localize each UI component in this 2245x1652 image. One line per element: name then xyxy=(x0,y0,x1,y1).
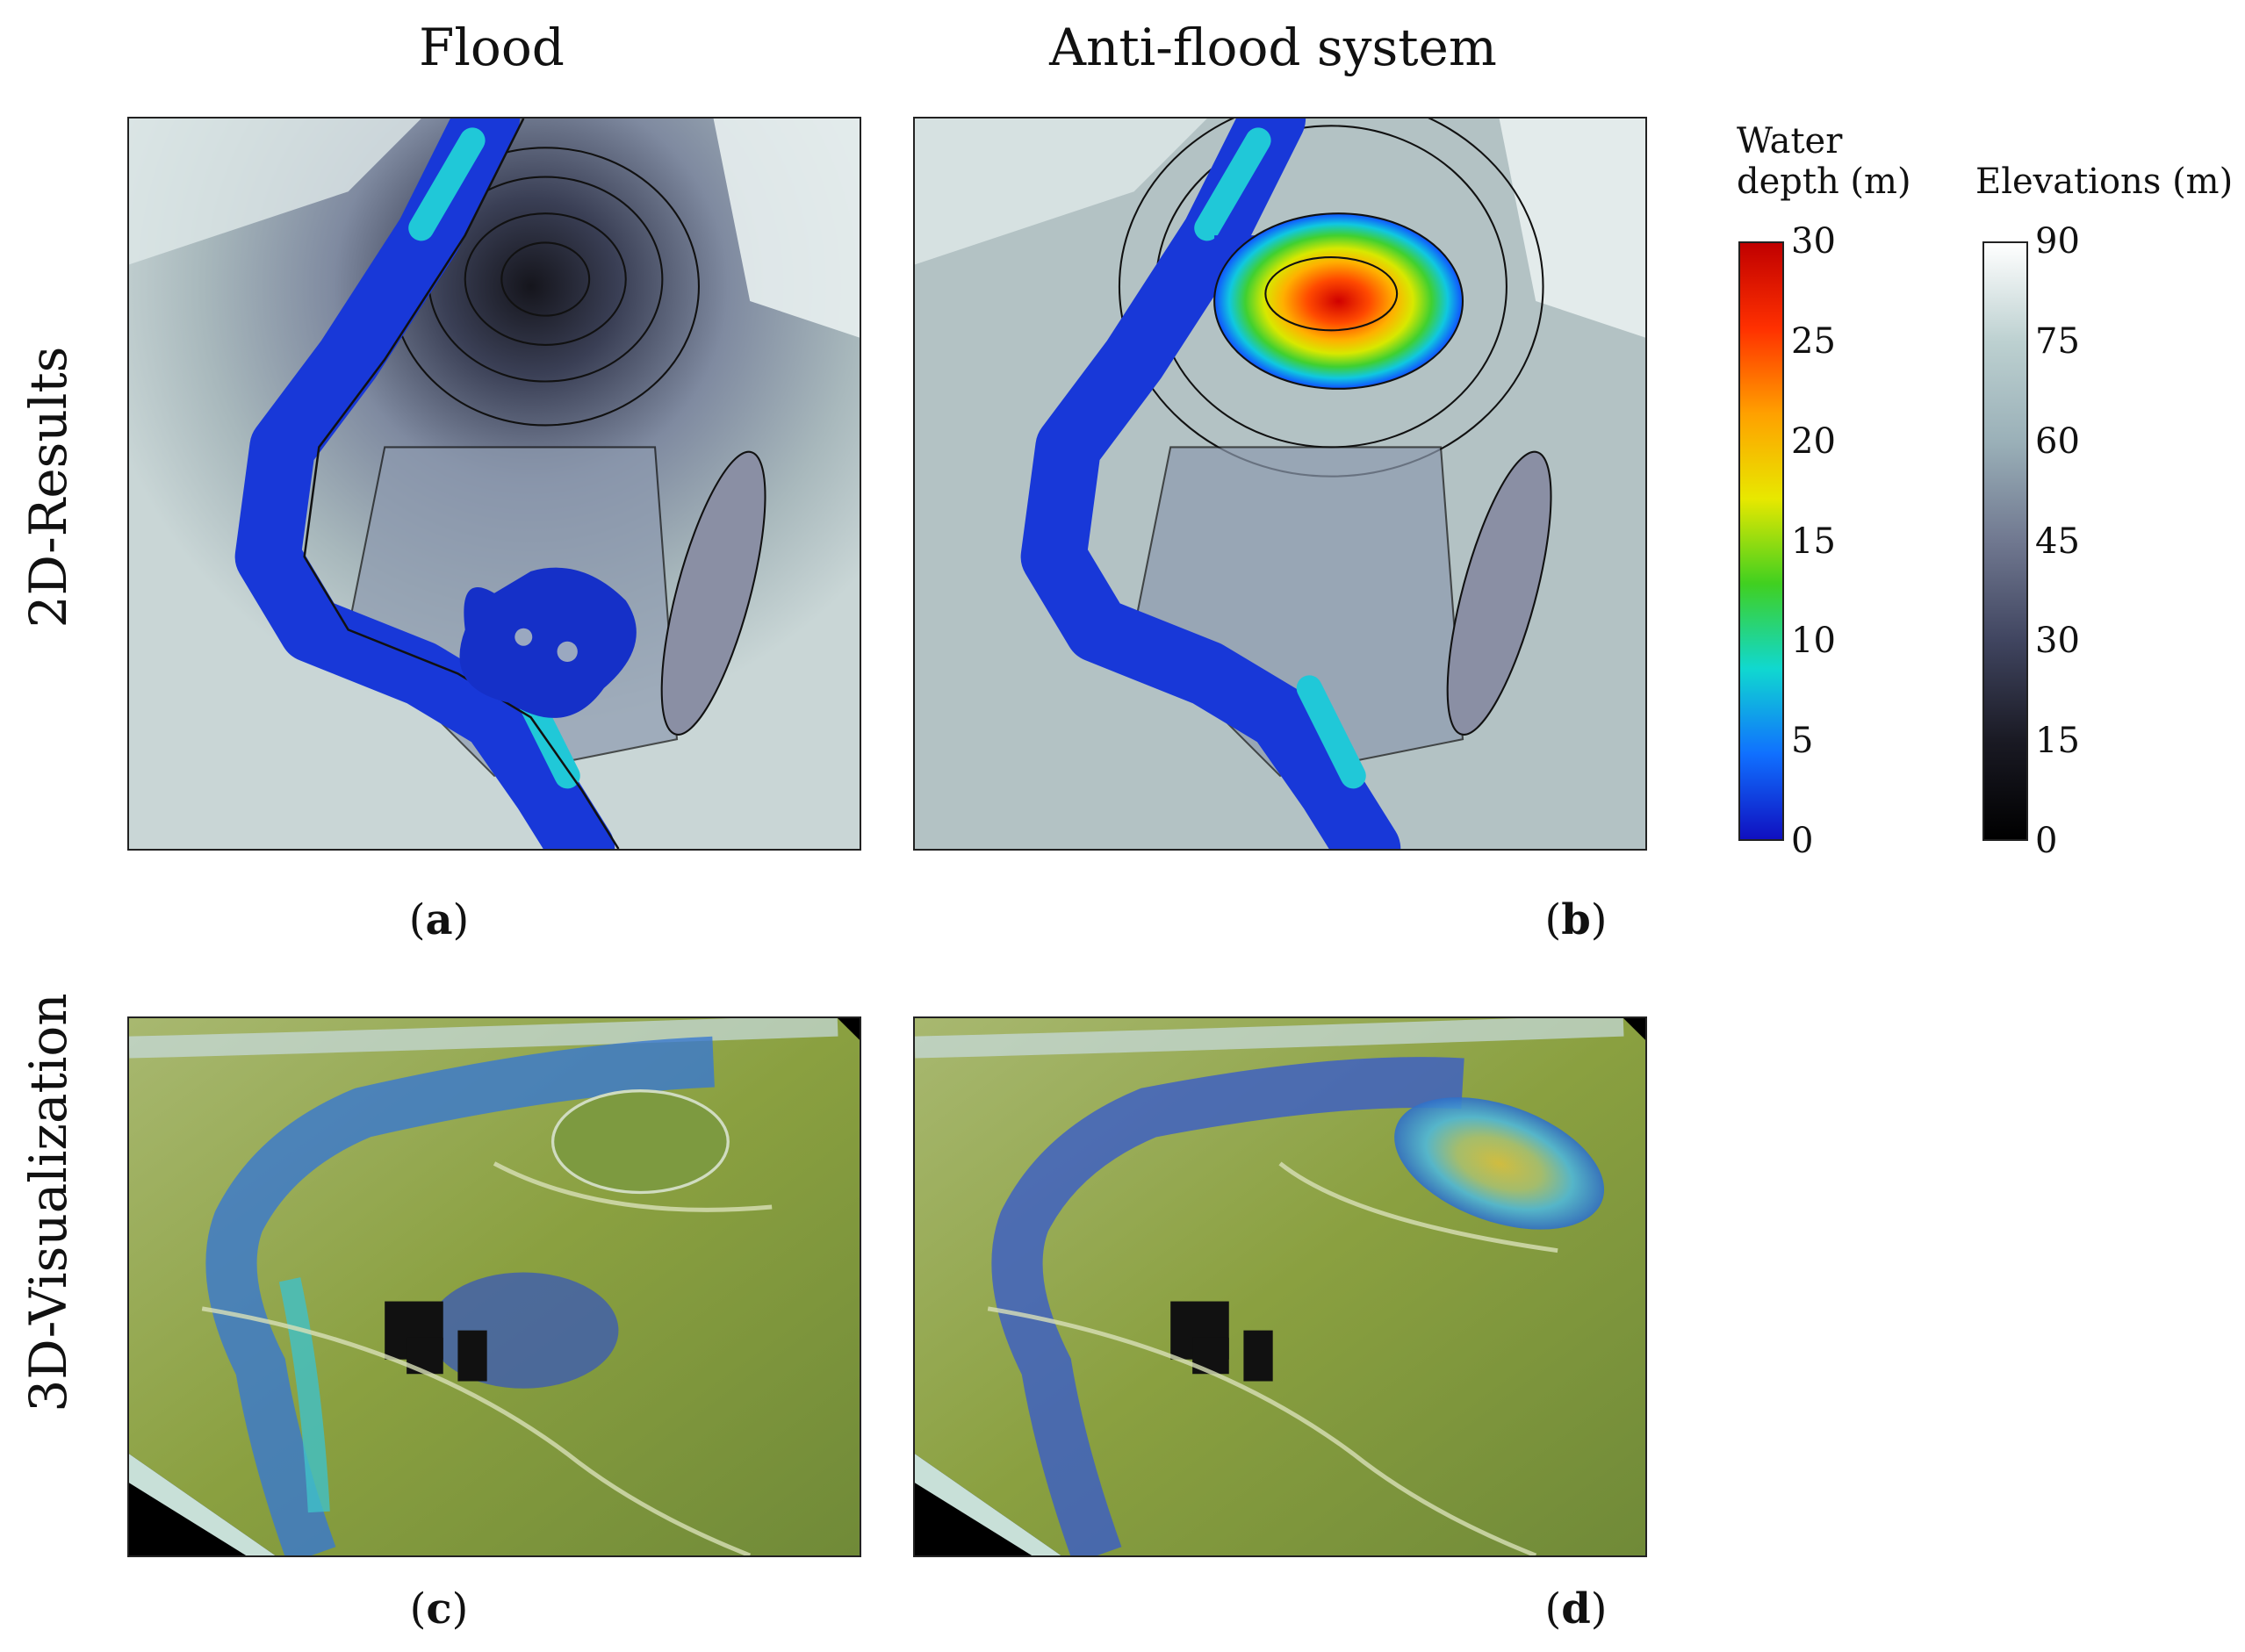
column-title-flood: Flood xyxy=(419,18,565,77)
elevations-ticks: 90 75 60 45 30 15 0 xyxy=(2035,224,2123,858)
panel-c-flood-3d xyxy=(127,1016,861,1557)
elevations-title: Elevations (m) xyxy=(1975,162,2234,202)
anti-flood-2d-map xyxy=(915,119,1645,849)
sublabel-c: (c) xyxy=(409,1584,469,1634)
elev-tick-0: 0 xyxy=(2035,821,2058,861)
sublabel-b: (b) xyxy=(1544,895,1608,945)
water-tick-30: 30 xyxy=(1791,221,1836,262)
elev-tick-75: 75 xyxy=(2035,321,2080,362)
row-label-2d-results: 2D-Results xyxy=(18,346,78,628)
water-depth-colorbar xyxy=(1738,241,1784,841)
water-tick-5: 5 xyxy=(1791,721,1814,761)
elev-tick-60: 60 xyxy=(2035,421,2080,462)
water-depth-title: Water depth (m) xyxy=(1737,121,1911,202)
water-tick-10: 10 xyxy=(1791,621,1836,661)
sublabel-d: (d) xyxy=(1544,1584,1608,1634)
elevations-colorbar xyxy=(1982,241,2028,841)
elev-tick-45: 45 xyxy=(2035,521,2080,562)
water-tick-25: 25 xyxy=(1791,321,1836,362)
elev-tick-90: 90 xyxy=(2035,221,2080,262)
flood-3d-photo xyxy=(129,1018,860,1555)
water-tick-15: 15 xyxy=(1791,521,1836,562)
water-depth-ticks: 30 25 20 15 10 5 0 xyxy=(1791,224,1879,858)
row-label-3d-visualization: 3D-Visualization xyxy=(18,993,78,1412)
sublabel-a: (a) xyxy=(408,895,470,945)
water-tick-0: 0 xyxy=(1791,821,1814,861)
panel-a-flood-2d xyxy=(127,117,861,851)
elev-tick-15: 15 xyxy=(2035,721,2080,761)
panel-b-anti-flood-2d xyxy=(913,117,1647,851)
panel-d-anti-flood-3d xyxy=(913,1016,1647,1557)
water-tick-20: 20 xyxy=(1791,421,1836,462)
flood-2d-map xyxy=(129,119,860,849)
column-title-anti-flood: Anti-flood system xyxy=(1049,18,1497,77)
anti-flood-3d-photo xyxy=(915,1018,1645,1555)
elev-tick-30: 30 xyxy=(2035,621,2080,661)
